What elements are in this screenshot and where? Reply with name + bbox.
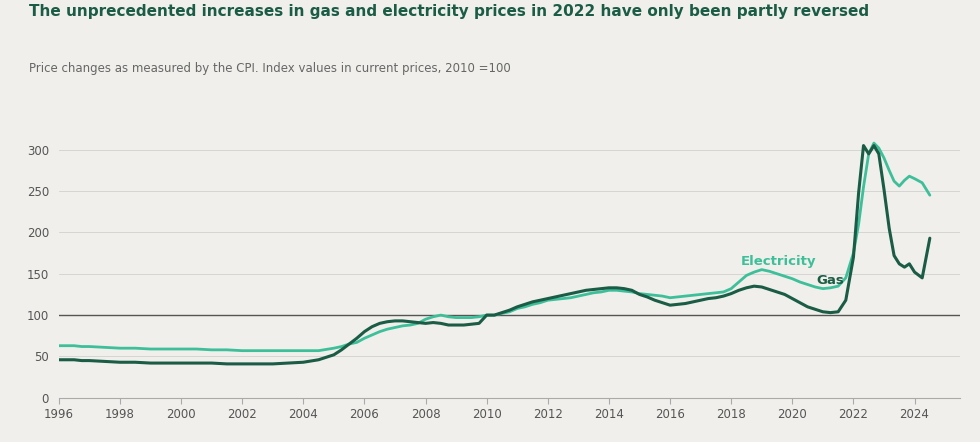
Text: The unprecedented increases in gas and electricity prices in 2022 have only been: The unprecedented increases in gas and e… [29,4,869,19]
Text: Price changes as measured by the CPI. Index values in current prices, 2010 =100: Price changes as measured by the CPI. In… [29,62,512,75]
Text: Electricity: Electricity [740,255,815,268]
Text: Gas: Gas [816,274,845,287]
